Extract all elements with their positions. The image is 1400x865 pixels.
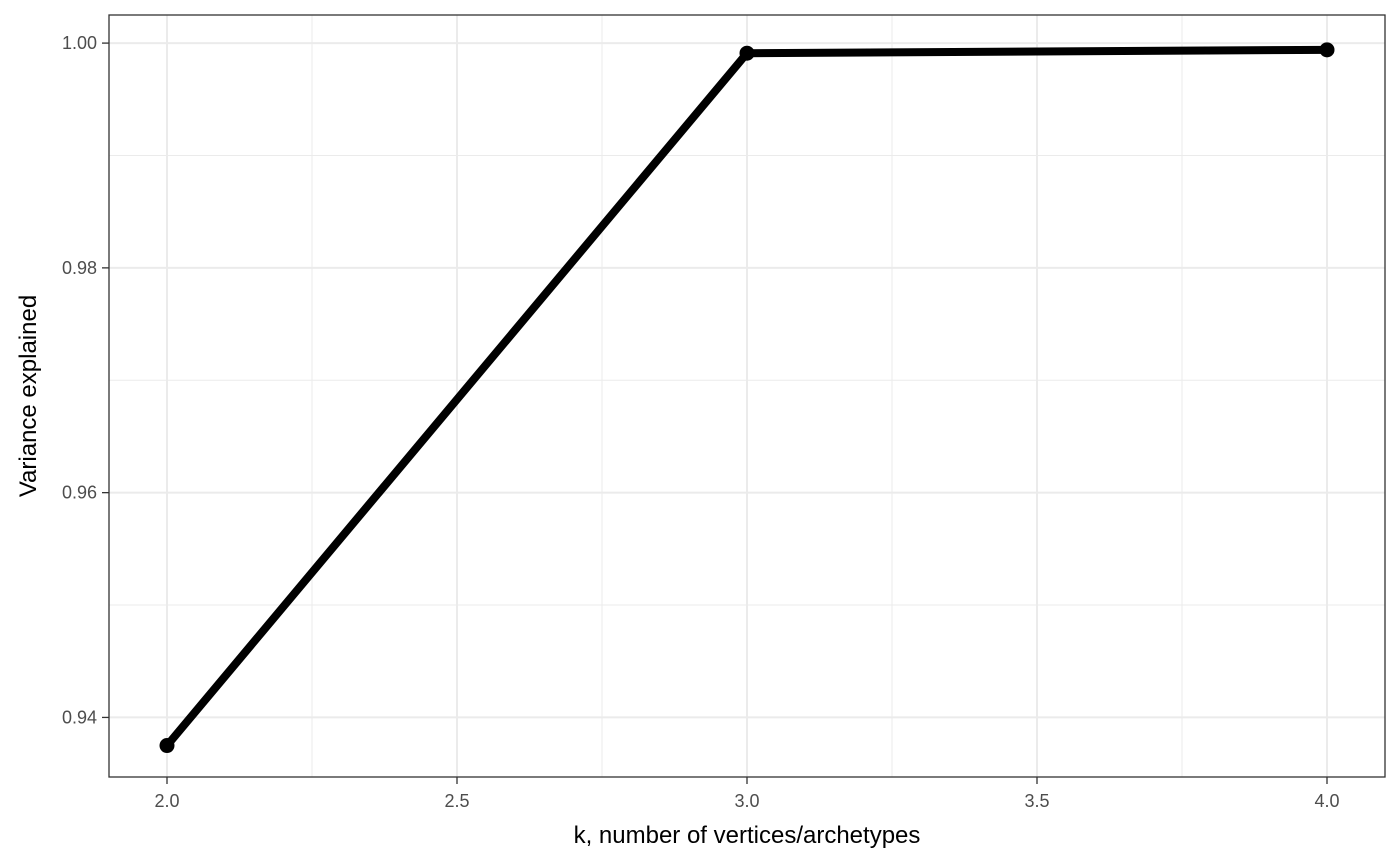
y-tick-label: 1.00 bbox=[62, 33, 97, 53]
y-axis-title: Variance explained bbox=[15, 295, 42, 497]
series-layer bbox=[159, 42, 1335, 754]
data-point bbox=[159, 738, 175, 754]
y-tick-label: 0.98 bbox=[62, 258, 97, 278]
x-axis-title: k, number of vertices/archetypes bbox=[574, 822, 921, 849]
y-tick-label: 0.96 bbox=[62, 483, 97, 503]
x-tick-label: 3.0 bbox=[734, 791, 759, 811]
x-tick-label: 2.5 bbox=[444, 791, 469, 811]
x-tick-label: 3.5 bbox=[1024, 791, 1049, 811]
tick-layer: 2.0 2.5 3.0 3.5 4.0 0.94 0.96 0.98 1.00 bbox=[62, 33, 1340, 811]
x-tick-label: 4.0 bbox=[1314, 791, 1339, 811]
y-tick-label: 0.94 bbox=[62, 707, 97, 727]
data-point bbox=[739, 45, 755, 61]
grid-layer bbox=[109, 15, 1385, 777]
data-point bbox=[1319, 42, 1335, 58]
x-tick-label: 2.0 bbox=[154, 791, 179, 811]
